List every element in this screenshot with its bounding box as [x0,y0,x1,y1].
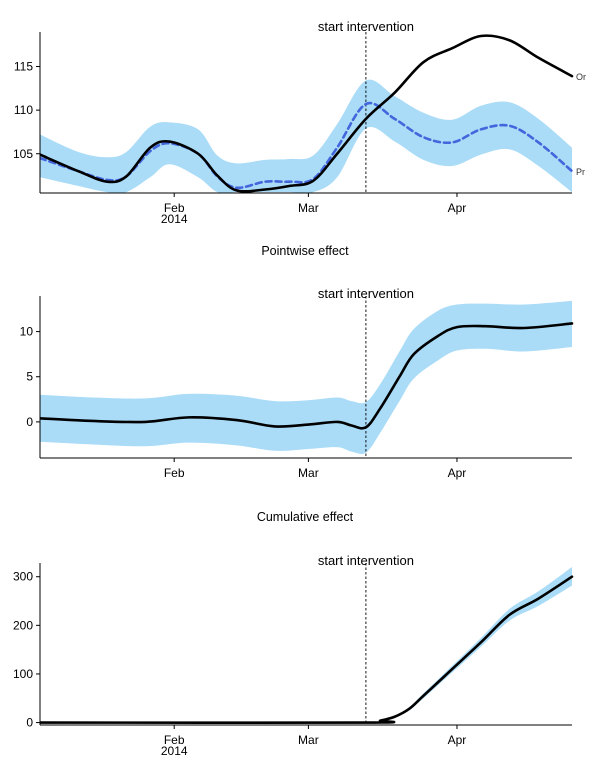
annotation-label: start intervention [318,19,414,34]
y-tick-label: 0 [26,415,33,429]
x-tick-label: Apr [448,733,467,747]
confidence-band [40,79,572,193]
y-tick-label: 105 [13,147,33,161]
x-tick-label: Mar [298,733,319,747]
x-tick-label: Apr [448,201,467,215]
panel-title: Cumulative effect [257,510,354,524]
y-tick-label: 5 [26,370,33,384]
x-tick-sublabel: 2014 [161,212,188,226]
annotation-label: start intervention [318,553,414,568]
y-tick-label: 300 [13,570,33,584]
y-tick-label: 200 [13,618,33,632]
series-end-label: Pr [576,167,585,177]
x-tick-label: Mar [298,466,319,480]
x-tick-label: Apr [448,466,467,480]
x-tick-label: Feb [164,466,185,480]
series-line-1 [40,575,574,725]
panel-2: start intervention 0 5 10 Feb Mar Apr Pointwise… [20,244,574,480]
series-end-label: Or [576,72,586,82]
panel-title: Pointwise effect [261,244,349,258]
confidence-band [40,567,572,724]
y-tick-label: 100 [13,667,33,681]
x-tick-label: Mar [298,201,319,215]
annotation-label: start intervention [318,286,414,301]
y-tick-label: 0 [26,716,33,730]
confidence-band [40,300,572,454]
y-tick-label: 115 [14,60,33,74]
x-tick-label: Feb [164,201,185,215]
series-line-1 [40,322,574,430]
series-line-1 [40,34,574,193]
x-tick-sublabel: 2014 [161,744,188,758]
y-tick-label: 110 [14,103,33,117]
y-tick-label: 10 [20,325,34,339]
x-tick-label: Feb [164,733,185,747]
